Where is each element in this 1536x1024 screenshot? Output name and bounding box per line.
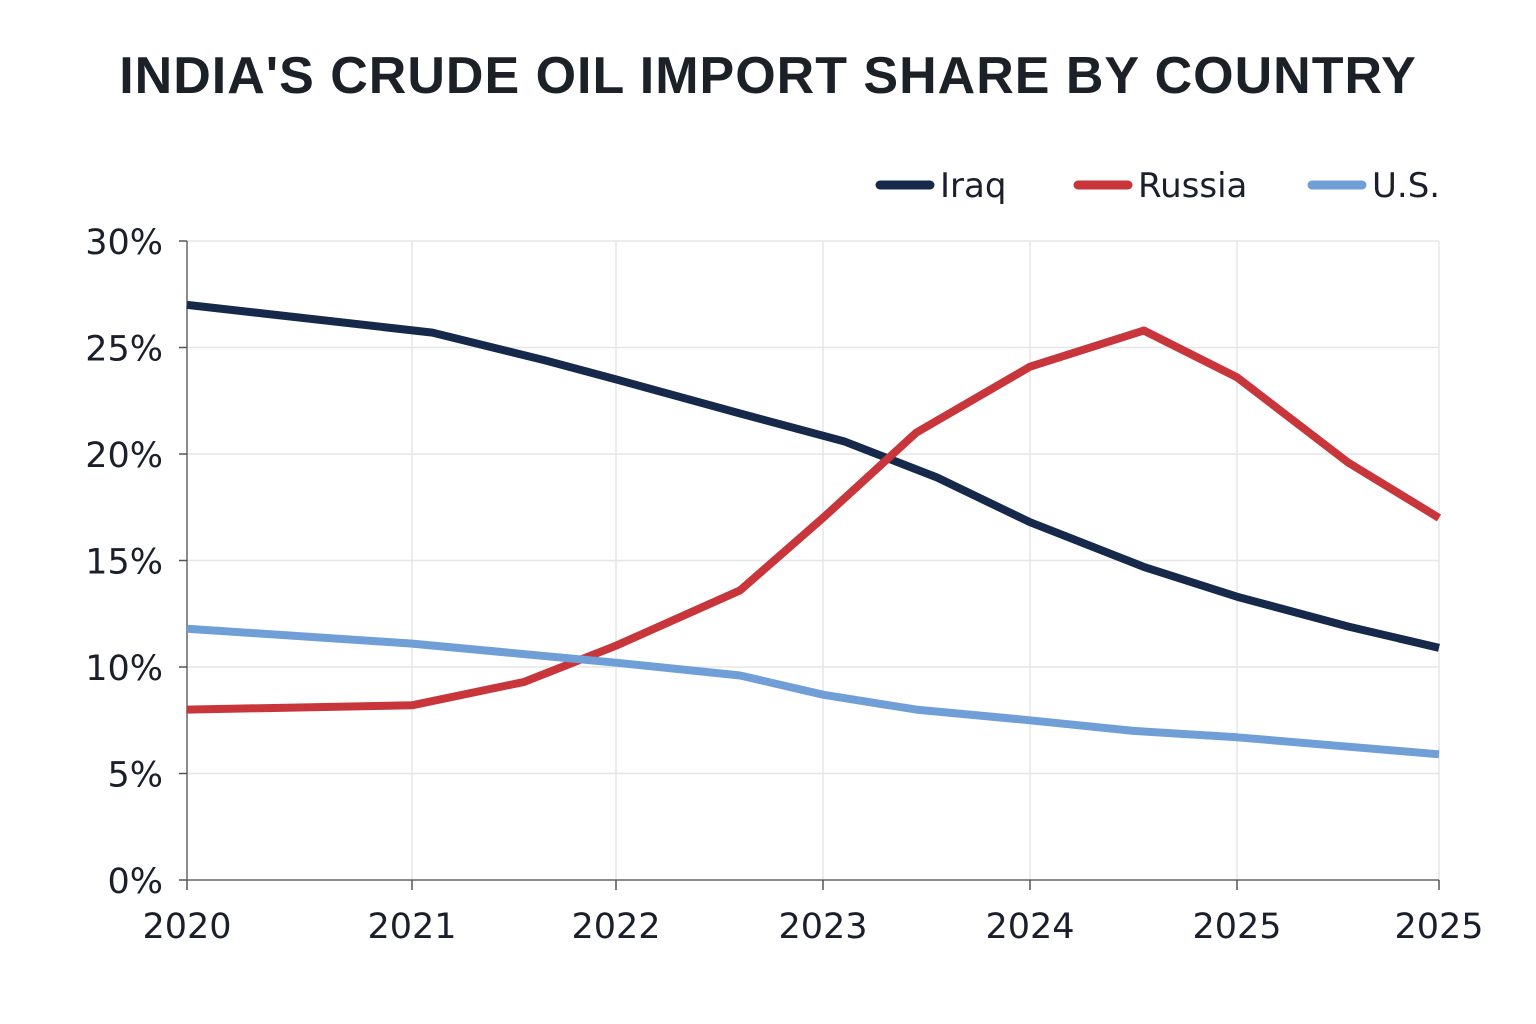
series-lines xyxy=(186,300,1442,759)
y-axis-ticks: 0% 5% 10% 15% 20% 25% 30% xyxy=(85,223,187,902)
legend-label-russia: Russia xyxy=(1138,166,1247,206)
x-tick-label: 2021 xyxy=(367,907,456,947)
x-tick-label: 2025 xyxy=(1192,907,1281,947)
y-tick-label: 10% xyxy=(85,649,163,689)
gridlines xyxy=(187,240,1440,880)
x-tick-label: 2023 xyxy=(778,907,867,947)
y-tick-label: 30% xyxy=(85,223,163,263)
series-line-iraq xyxy=(186,300,1440,652)
x-axis-ticks: 2020 2021 2022 2023 2024 2025 2025 xyxy=(142,880,1484,947)
y-tick-label: 15% xyxy=(85,543,163,583)
y-tick-label: 0% xyxy=(107,862,163,902)
series-line-russia xyxy=(186,326,1442,714)
x-tick-label: 2020 xyxy=(142,907,231,947)
x-tick-label: 2022 xyxy=(571,907,660,947)
x-tick-label: 2025 xyxy=(1394,907,1483,947)
y-tick-label: 25% xyxy=(85,330,163,370)
legend: Iraq Russia U.S. xyxy=(875,166,1440,206)
y-tick-label: 5% xyxy=(107,756,163,796)
x-tick-label: 2024 xyxy=(985,907,1074,947)
legend-label-iraq: Iraq xyxy=(940,166,1006,206)
legend-label-u-s: U.S. xyxy=(1372,166,1440,206)
series-line-u-s xyxy=(186,624,1440,759)
chart-title: INDIA'S CRUDE OIL IMPORT SHARE BY COUNTR… xyxy=(119,47,1417,105)
y-tick-label: 20% xyxy=(85,436,163,476)
